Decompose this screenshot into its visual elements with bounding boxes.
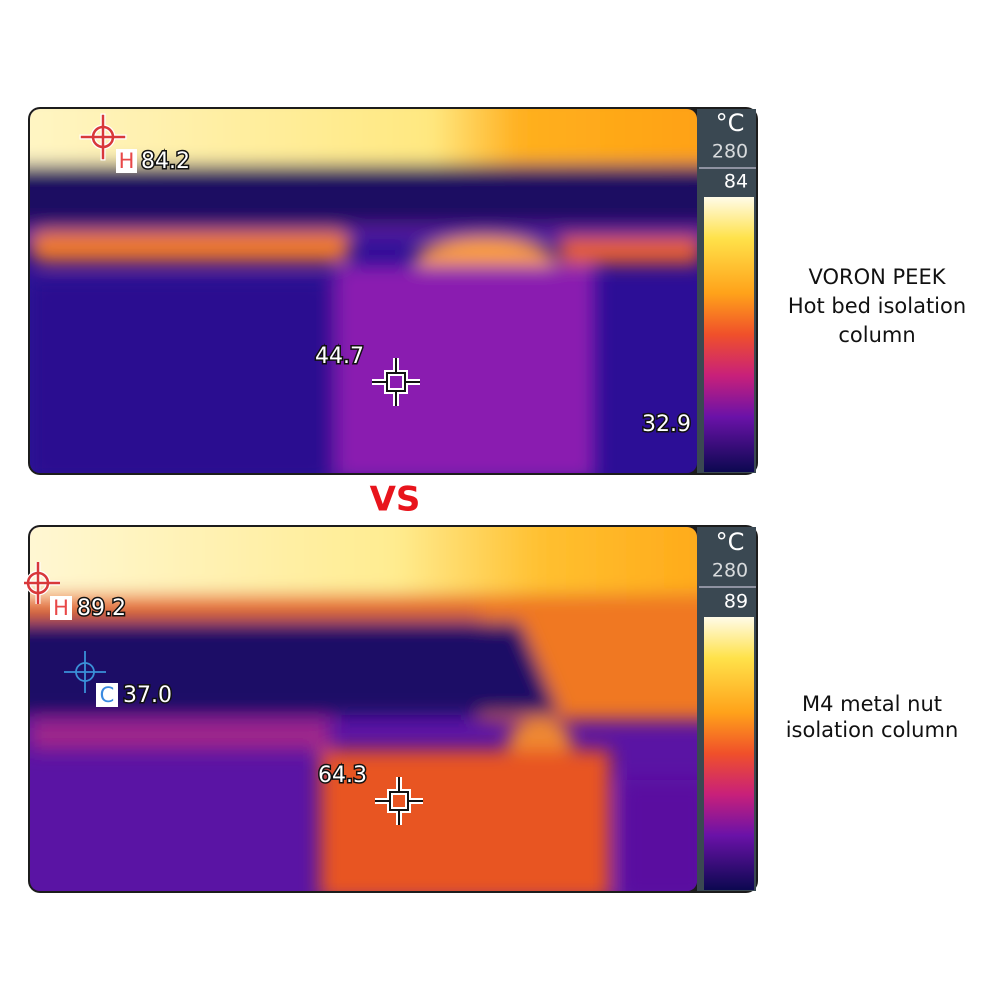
center-value: 44.7 bbox=[315, 344, 364, 369]
palette bbox=[704, 617, 754, 890]
heat-regions bbox=[30, 527, 697, 891]
cool-area bbox=[30, 280, 330, 473]
center-marker bbox=[375, 777, 423, 825]
strip bbox=[30, 720, 330, 750]
scale-max: 280 bbox=[712, 141, 748, 163]
cold-value: 37.0 bbox=[123, 683, 172, 708]
scale-bar: °C 280 89 bbox=[697, 527, 756, 891]
hot-value: 89.2 bbox=[77, 596, 126, 621]
marker-stroke bbox=[80, 114, 126, 160]
caption-line: column bbox=[838, 323, 915, 347]
marker-stroke bbox=[26, 571, 50, 595]
cool-area bbox=[620, 780, 697, 891]
column bbox=[320, 750, 610, 891]
caption-line: Hot bed isolation bbox=[788, 294, 966, 318]
heat-regions bbox=[30, 109, 697, 473]
vs-label: VS bbox=[370, 480, 421, 520]
caption: VORON PEEK Hot bed isolation column bbox=[788, 265, 966, 347]
unit: °C bbox=[716, 109, 745, 137]
hot-value: 84.2 bbox=[141, 149, 190, 174]
scale-current: 89 bbox=[724, 591, 748, 613]
caption-line: VORON PEEK bbox=[808, 265, 946, 289]
marker-stroke bbox=[75, 662, 95, 682]
hot-marker bbox=[79, 113, 127, 161]
hot-label: H bbox=[53, 596, 69, 620]
marker-stroke bbox=[91, 125, 115, 149]
hot-marker bbox=[24, 562, 60, 604]
unit: °C bbox=[716, 528, 745, 556]
cold-badge bbox=[96, 683, 118, 707]
marker-stroke bbox=[375, 777, 423, 825]
hot-band bbox=[30, 527, 697, 595]
cold-label: C bbox=[100, 683, 115, 707]
hot-label: H bbox=[119, 149, 135, 173]
cold-marker bbox=[64, 651, 106, 693]
warm-strip bbox=[30, 232, 350, 262]
dark-band bbox=[30, 622, 560, 715]
caption-line: isolation column bbox=[786, 718, 959, 742]
corner-reading: 32.9 bbox=[641, 411, 693, 439]
marker-stroke bbox=[372, 358, 420, 406]
marker-stroke bbox=[24, 562, 60, 604]
hot-badge bbox=[50, 596, 72, 620]
center-value: 64.3 bbox=[318, 763, 367, 788]
scale-max: 280 bbox=[712, 560, 748, 582]
column bbox=[335, 265, 595, 473]
hot-badge bbox=[116, 149, 137, 173]
hot-band bbox=[30, 109, 697, 165]
thermal-image bbox=[30, 527, 697, 891]
scale-bar: °C 280 84 bbox=[697, 109, 756, 473]
thermal-panel: °C 280 84 H 84.2 44.7 32.9 VORON PEEK Ho… bbox=[28, 107, 966, 475]
scale-current: 84 bbox=[724, 171, 748, 193]
center-marker bbox=[372, 358, 420, 406]
thermal-panel: °C 280 89 H 89.2 C 37.0 64.3 M4 metal nu… bbox=[24, 525, 959, 893]
warm-strip bbox=[560, 238, 697, 264]
corner-value: 32.9 bbox=[642, 412, 691, 437]
thermal-image bbox=[30, 109, 697, 473]
dark-band bbox=[30, 165, 697, 225]
caption: M4 metal nut isolation column bbox=[786, 692, 959, 742]
palette bbox=[704, 197, 754, 472]
caption-line: M4 metal nut bbox=[802, 692, 942, 716]
